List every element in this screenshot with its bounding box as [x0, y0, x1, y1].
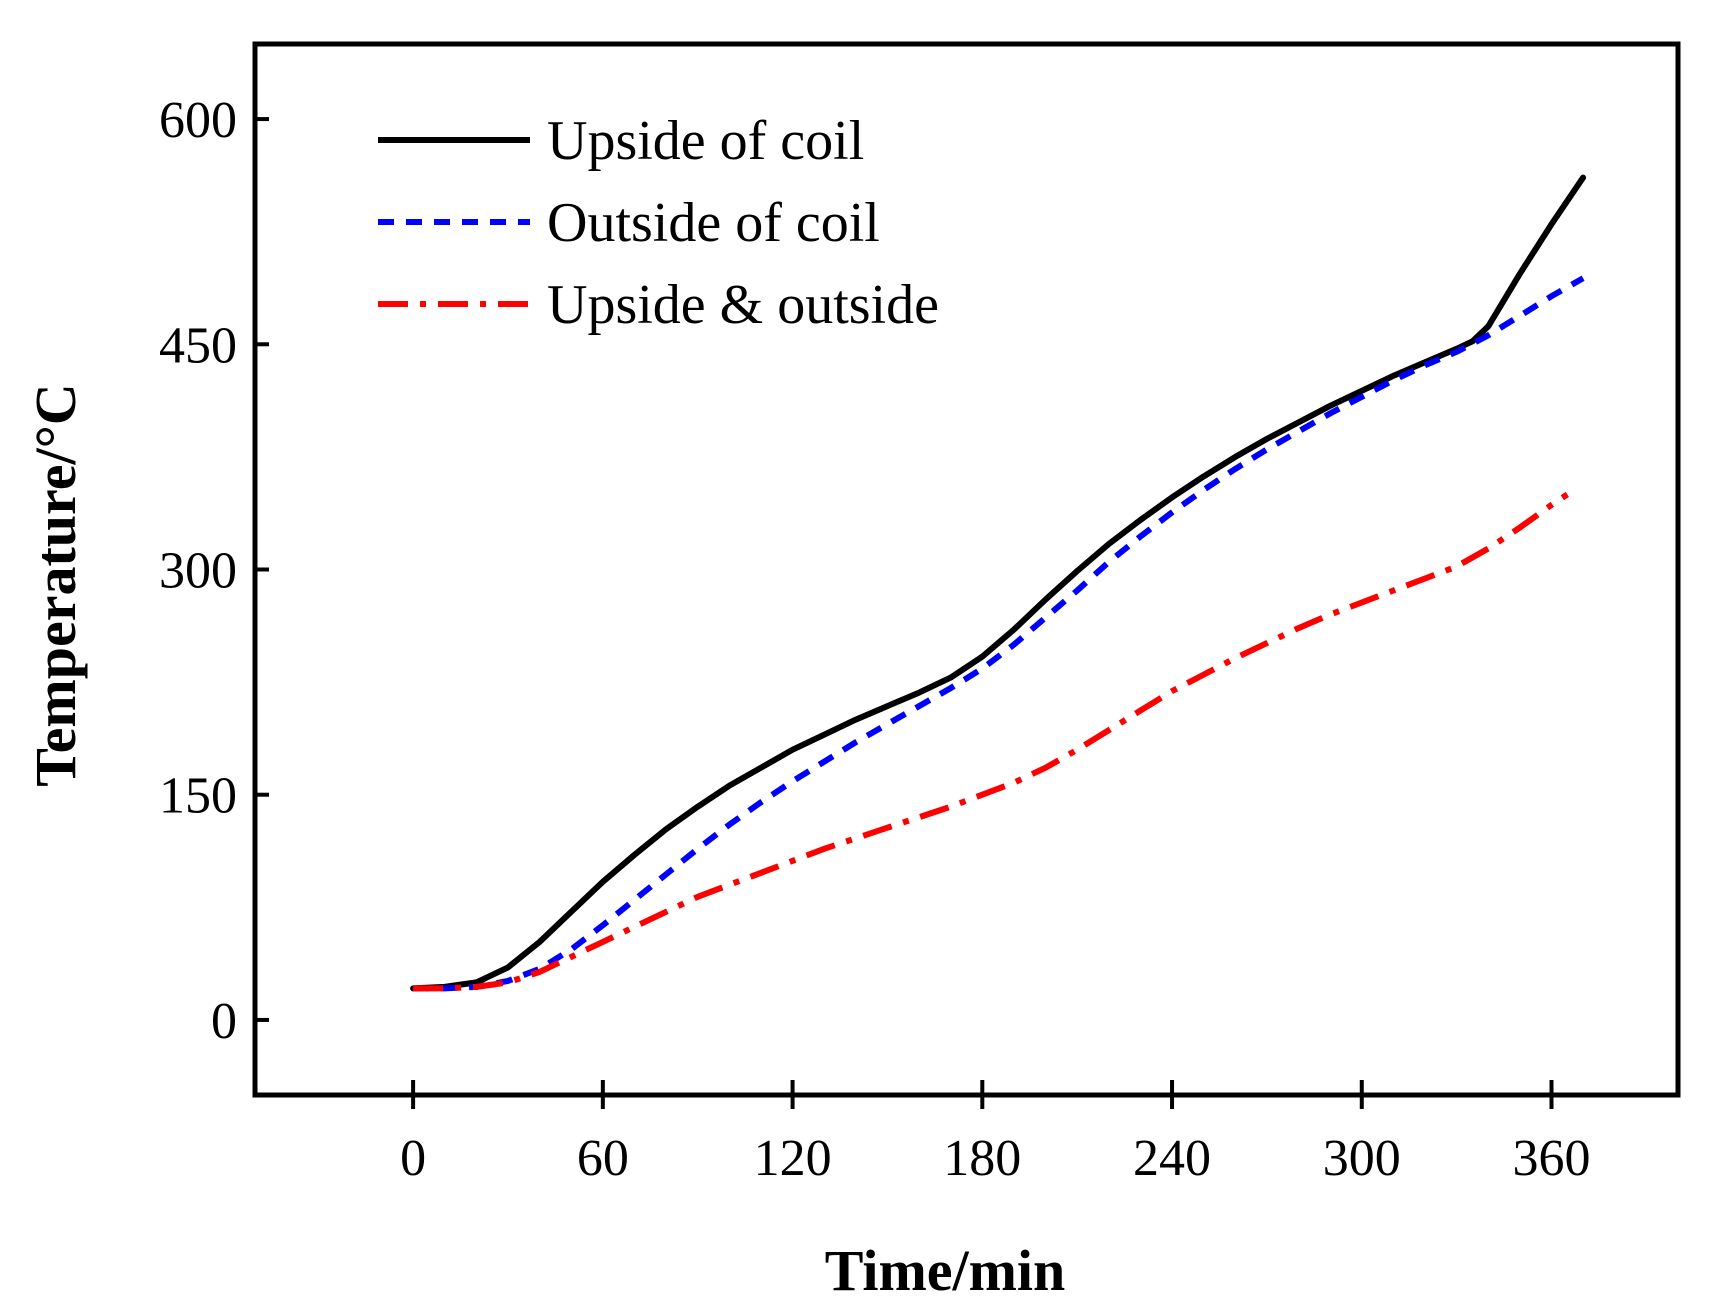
legend-label-2: Outside of coil: [547, 192, 880, 254]
series-layer: [410, 174, 1587, 992]
series-line-2: [413, 275, 1585, 992]
y-tick-label: 450: [159, 317, 237, 374]
x-tick-label: 0: [400, 1130, 426, 1187]
x-tick-label: 240: [1133, 1130, 1211, 1187]
legend-label-1: Upside of coil: [547, 110, 864, 172]
x-tick-label: 300: [1323, 1130, 1401, 1187]
y-tick-label: 300: [159, 543, 237, 600]
x-axis-title: Time/min: [825, 1238, 1066, 1303]
legend-label-3: Upside & outside: [547, 274, 939, 336]
x-tick-label: 120: [754, 1130, 832, 1187]
y-axis-title: Temperature/°C: [23, 383, 88, 786]
y-tick-label: 150: [159, 768, 237, 825]
y-axis: 0 150 300 450 600: [159, 92, 269, 1050]
plot-area-frame: [252, 41, 1681, 1098]
legend: Upside of coil Outside of coil Upside & ou…: [378, 110, 939, 336]
x-tick-label: 180: [943, 1130, 1021, 1187]
series-line-3: [413, 491, 1569, 992]
y-tick-label: 600: [159, 92, 237, 149]
x-tick-label: 360: [1513, 1130, 1591, 1187]
y-tick-label: 0: [211, 993, 237, 1050]
x-tick-label: 60: [577, 1130, 629, 1187]
x-axis: 0 60 120 180 240 300 360: [400, 1080, 1591, 1187]
series-line-1: [410, 174, 1587, 992]
